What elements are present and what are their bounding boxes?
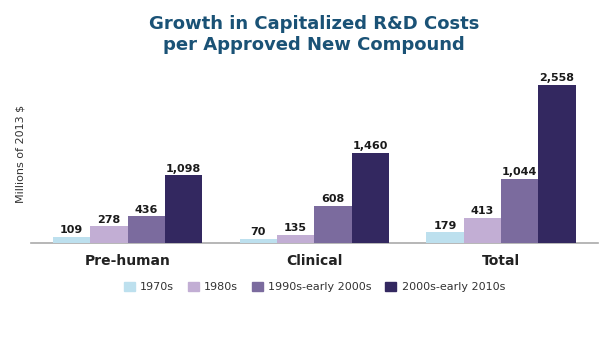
Bar (352, 153, 389, 243)
Bar (53, 237, 90, 243)
Text: 608: 608 (321, 194, 345, 204)
Bar (128, 216, 165, 243)
Bar (538, 85, 576, 243)
Title: Growth in Capitalized R&D Costs
per Approved New Compound: Growth in Capitalized R&D Costs per Appr… (149, 15, 479, 54)
Bar (426, 232, 463, 243)
Text: 413: 413 (471, 206, 494, 216)
Bar (463, 218, 501, 243)
Bar (277, 235, 314, 243)
Bar (165, 175, 202, 243)
Text: 1,044: 1,044 (502, 167, 537, 177)
Bar (314, 206, 352, 243)
Bar (240, 239, 277, 243)
Bar (501, 179, 538, 243)
Text: 436: 436 (135, 205, 158, 215)
Bar (90, 226, 128, 243)
Legend: 1970s, 1980s, 1990s-early 2000s, 2000s-early 2010s: 1970s, 1980s, 1990s-early 2000s, 2000s-e… (119, 278, 509, 297)
Text: 278: 278 (97, 214, 121, 225)
Text: 2,558: 2,558 (539, 73, 574, 83)
Text: 1,098: 1,098 (166, 164, 201, 174)
Text: 70: 70 (251, 227, 266, 237)
Text: 1,460: 1,460 (352, 141, 388, 151)
Y-axis label: Millions of 2013 $: Millions of 2013 $ (15, 105, 25, 203)
Text: 135: 135 (284, 223, 307, 233)
Text: 179: 179 (433, 221, 457, 231)
Text: 109: 109 (60, 225, 83, 235)
